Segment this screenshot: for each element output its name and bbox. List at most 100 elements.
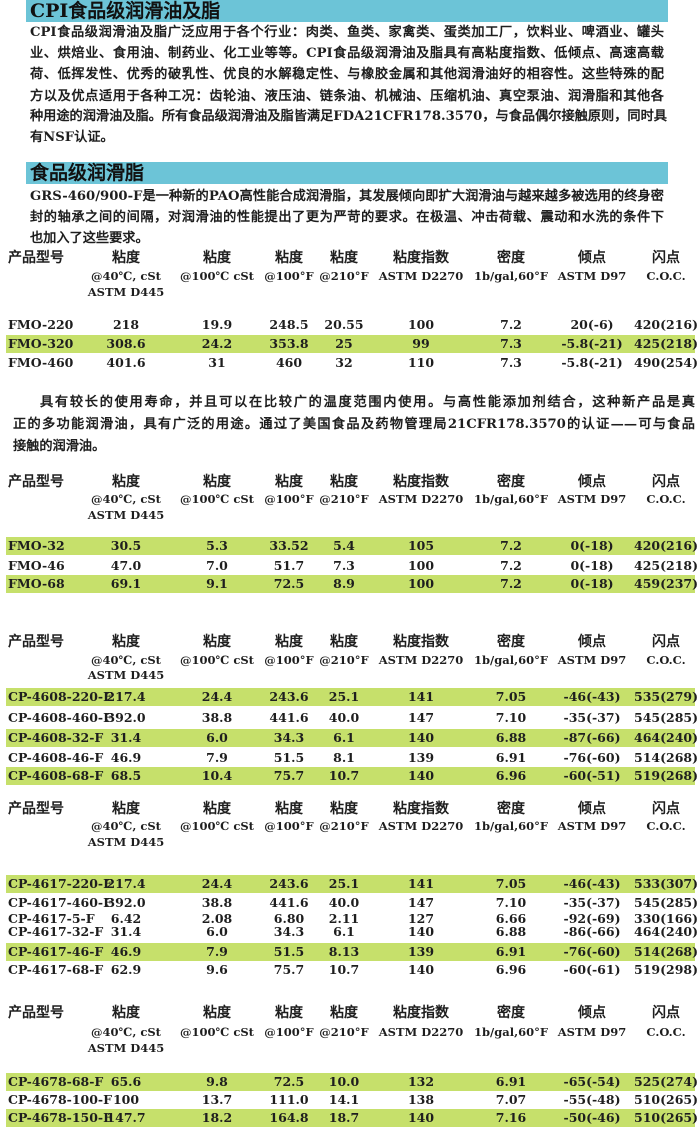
table-cell: 490(254): [633, 355, 699, 370]
column-subheader: @210°F: [319, 1025, 369, 1039]
column-subheader: ASTM D445: [87, 835, 165, 849]
product-model: FMO-220: [8, 317, 74, 332]
table-cell: 514(268): [633, 944, 699, 959]
product-model: CP-4617-460-F: [8, 895, 112, 910]
column-subheader: @210°F: [319, 819, 369, 833]
table-cell: 18.2: [201, 1110, 233, 1125]
column-header: 粘度: [330, 474, 358, 490]
row-highlight: [6, 335, 695, 353]
product-model: FMO-32: [8, 538, 65, 553]
column-header: 粘度: [275, 801, 303, 817]
column-header: 粘度: [203, 801, 231, 817]
column-subheader: @100°F: [264, 492, 314, 506]
column-subheader: @100℃ cSt: [180, 269, 254, 283]
table-cell: 425(218): [633, 558, 699, 573]
column-header: 粘度: [112, 801, 140, 817]
table-cell: 7.3: [333, 558, 355, 573]
column-header: 倾点: [578, 250, 606, 266]
table-cell: 519(268): [633, 768, 699, 783]
table-cell: 7.07: [495, 1092, 527, 1107]
table-cell: 140: [407, 962, 435, 977]
table-cell: 0(-18): [570, 558, 614, 573]
table-cell: 217.4: [106, 689, 146, 704]
column-subheader: @100°F: [264, 653, 314, 667]
column-header: 粘度: [275, 474, 303, 490]
column-subheader: ASTM D445: [87, 285, 165, 299]
column-subheader: @100℃ cSt: [180, 653, 254, 667]
column-subheader: @100℃ cSt: [180, 492, 254, 506]
paragraph-line: 正的多功能润滑油，具有广泛的用途。通过了美国食品及药物管理局21CFR178.3…: [13, 417, 695, 432]
column-subheader: ASTM D445: [87, 508, 165, 522]
paragraph-line: 也加入了这些要求。: [30, 231, 149, 246]
table-cell: 7.9: [206, 750, 228, 765]
column-subheader: @210°F: [319, 492, 369, 506]
table-cell: 441.6: [269, 710, 309, 725]
column-subheader: @100°F: [264, 269, 314, 283]
table-cell: 6.96: [495, 962, 527, 977]
table-cell: 7.2: [500, 576, 522, 591]
table-cell: 99: [412, 336, 430, 351]
table-cell: -92(-69): [563, 911, 621, 926]
column-subheader: C.O.C.: [646, 269, 686, 283]
table-cell: 100: [407, 576, 435, 591]
table-cell: 140: [407, 730, 435, 745]
column-header: 粘度: [203, 250, 231, 266]
table-cell: 32: [335, 355, 353, 370]
table-cell: 18.7: [328, 1110, 360, 1125]
table-cell: 111.0: [269, 1092, 309, 1107]
table-cell: 140: [407, 768, 435, 783]
paragraph-line: 方以及优点适用于各种工况：齿轮油、液压油、链条油、机械油、压缩机油、真空泵油、润…: [30, 89, 664, 104]
column-header: 产品型号: [8, 474, 64, 490]
column-header: 粘度指数: [393, 250, 449, 266]
table-cell: 100: [407, 317, 435, 332]
row-highlight: [6, 729, 695, 747]
table-cell: 38.8: [201, 710, 233, 725]
column-header: 粘度: [275, 634, 303, 650]
product-model: CP-4608-46-F: [8, 750, 104, 765]
column-header: 粘度: [330, 801, 358, 817]
column-subheader: ASTM D2270: [378, 492, 464, 506]
table-cell: 46.9: [110, 750, 142, 765]
table-cell: 7.05: [495, 689, 527, 704]
table-cell: 147: [407, 895, 435, 910]
table-cell: 141: [407, 876, 435, 891]
paragraph-line: 接触的润滑油。: [13, 439, 106, 454]
table-cell: 75.7: [273, 768, 305, 783]
column-subheader: @40℃, cSt: [91, 653, 161, 667]
column-header: 粘度指数: [393, 474, 449, 490]
column-subheader: ASTM D97: [557, 653, 627, 667]
table-cell: 217.4: [106, 876, 146, 891]
table-cell: 33.52: [269, 538, 309, 553]
table-cell: 5.3: [206, 538, 228, 553]
table-cell: 127: [407, 911, 435, 926]
table-cell: 248.5: [269, 317, 309, 332]
table-cell: 7.10: [495, 710, 527, 725]
row-highlight: [6, 1073, 695, 1091]
table-cell: 31: [208, 355, 226, 370]
table-cell: 7.2: [500, 558, 522, 573]
table-cell: 72.5: [273, 576, 305, 591]
table-cell: 392.0: [106, 895, 146, 910]
table-cell: 30.5: [110, 538, 142, 553]
table-cell: 24.4: [201, 876, 233, 891]
table-cell: 140: [407, 1110, 435, 1125]
table-cell: -76(-60): [563, 944, 621, 959]
column-subheader: @100℃ cSt: [180, 1025, 254, 1039]
table-cell: 6.96: [495, 768, 527, 783]
table-cell: -5.8(-21): [561, 336, 623, 351]
column-subheader: C.O.C.: [646, 1025, 686, 1039]
paragraph-line: 业、烘焙业、食用油、制药业、化工业等等。CPI食品级润滑油及脂具有高粘度指数、低…: [30, 46, 664, 61]
section-title-food-grade-grease: 食品级润滑脂: [26, 162, 668, 184]
row-highlight: [6, 537, 695, 555]
column-header: 产品型号: [8, 1005, 64, 1021]
row-highlight: [6, 1109, 695, 1127]
column-header: 粘度: [112, 250, 140, 266]
table-cell: -35(-37): [563, 710, 621, 725]
paragraph-line: 种用途的润滑油及脂。所有食品级润滑油及脂皆满足FDA21CFR178.3570，…: [30, 109, 667, 124]
table-cell: 51.7: [273, 558, 305, 573]
table-cell: 6.66: [495, 911, 527, 926]
table-cell: 2.08: [201, 911, 233, 926]
table-cell: 7.10: [495, 895, 527, 910]
product-model: FMO-46: [8, 558, 65, 573]
table-cell: 459(237): [633, 576, 699, 591]
